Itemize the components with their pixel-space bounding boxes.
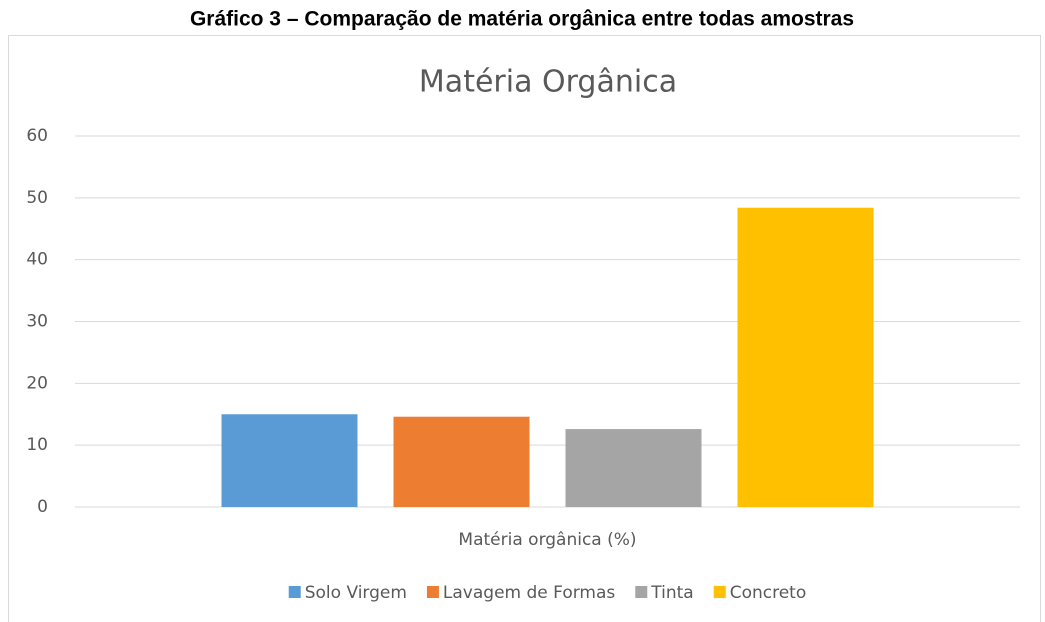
legend-swatch	[713, 586, 726, 598]
bar	[565, 429, 702, 507]
bar	[737, 207, 874, 507]
legend-swatch	[635, 586, 648, 598]
legend-label: Tinta	[650, 583, 693, 603]
chart-title: Matéria Orgânica	[419, 65, 677, 100]
legend-label: Lavagem de Formas	[443, 583, 615, 603]
y-tick-label: 40	[26, 250, 48, 270]
bar	[393, 416, 530, 507]
y-tick-label: 10	[26, 435, 48, 455]
x-tick-label: Matéria orgânica (%)	[458, 530, 636, 550]
bar	[221, 414, 358, 507]
legend-label: Solo Virgem	[305, 583, 407, 603]
legend-label: Concreto	[730, 583, 807, 603]
y-tick-label: 20	[26, 373, 48, 393]
legend-swatch	[426, 586, 439, 598]
caption: Gráfico 3 – Comparação de matéria orgâni…	[190, 8, 854, 31]
y-tick-label: 60	[26, 126, 48, 146]
y-tick-label: 0	[37, 497, 48, 517]
y-tick-label: 30	[26, 312, 48, 332]
legend-swatch	[288, 586, 301, 598]
y-tick-label: 50	[26, 188, 48, 208]
chart-border	[8, 35, 1041, 622]
